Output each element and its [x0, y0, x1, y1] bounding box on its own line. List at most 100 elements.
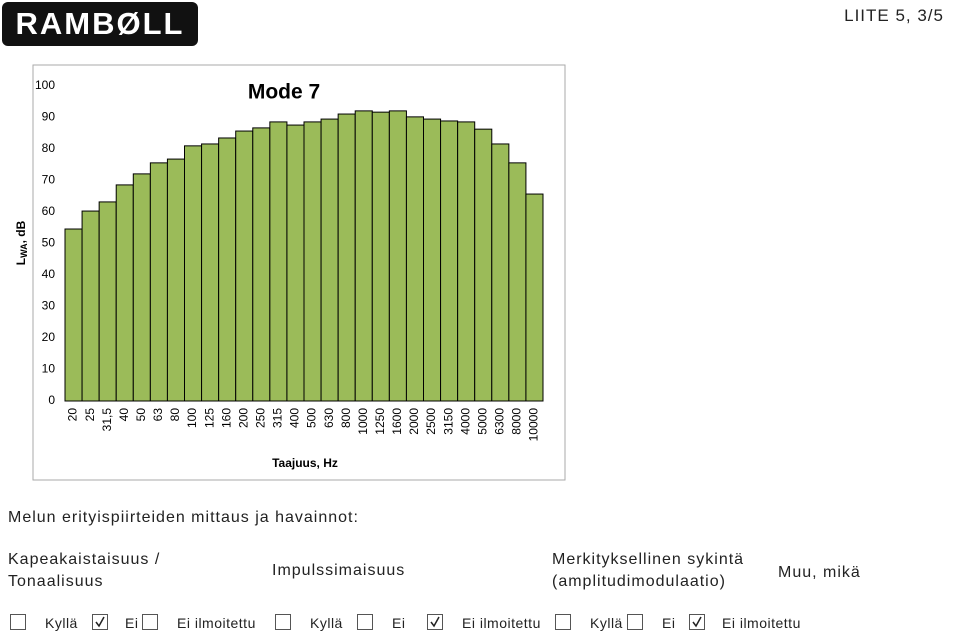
- checkbox[interactable]: [275, 614, 291, 630]
- bar: [201, 143, 220, 402]
- bar: [115, 184, 134, 402]
- x-tick-label: 630: [322, 408, 336, 428]
- bar: [64, 228, 83, 402]
- option-label: Ei: [392, 615, 406, 631]
- x-tick-label: 1250: [373, 408, 387, 435]
- column-heading: Kapeakaistaisuus /: [8, 551, 161, 568]
- bar: [525, 193, 544, 402]
- option-label: Ei ilmoitettu: [462, 615, 541, 631]
- bar: [474, 128, 493, 402]
- option-label: Ei: [662, 615, 676, 631]
- x-tick-label: 50: [134, 408, 148, 422]
- x-tick-label: 63: [151, 408, 165, 422]
- bar: [81, 210, 100, 402]
- x-tick-label: 5000: [475, 408, 489, 435]
- bar: [371, 111, 390, 402]
- chart-title: Mode 7: [248, 81, 320, 104]
- y-tick-label: 30: [42, 299, 56, 313]
- bar: [252, 127, 271, 402]
- x-tick-label: 2500: [424, 408, 438, 435]
- checkmark: [692, 616, 702, 628]
- y-label-sub: WA: [19, 243, 29, 258]
- x-tick-label: 100: [185, 408, 199, 428]
- x-tick-label: 8000: [510, 408, 524, 435]
- x-tick-label: 250: [253, 408, 267, 428]
- option-label: Kyllä: [310, 615, 343, 631]
- bar: [269, 121, 288, 402]
- x-tick-label: 3150: [441, 408, 455, 435]
- bar: [166, 158, 186, 402]
- bar: [320, 118, 339, 402]
- logo: RAMBØLL: [2, 2, 198, 46]
- checkbox[interactable]: [627, 614, 643, 630]
- y-tick-label: 50: [42, 236, 56, 250]
- bar: [184, 145, 203, 402]
- bar: [491, 143, 510, 402]
- bar: [508, 162, 527, 402]
- checkbox[interactable]: [142, 614, 158, 630]
- bar: [132, 173, 151, 402]
- x-tick-label: 4000: [458, 408, 472, 435]
- y-tick-label: 0: [48, 393, 55, 407]
- bar: [388, 110, 407, 402]
- checkbox[interactable]: [555, 614, 571, 630]
- checkmark: [430, 616, 440, 628]
- bar: [354, 110, 373, 402]
- x-tick-label: 1600: [390, 408, 404, 435]
- x-tick-label: 800: [339, 408, 353, 428]
- y-tick-label: 10: [42, 362, 56, 376]
- x-tick-label: 31,5: [100, 408, 114, 432]
- checkbox[interactable]: [10, 614, 26, 630]
- bar: [337, 113, 356, 402]
- bar: [423, 118, 442, 402]
- option-label: Kyllä: [45, 615, 78, 631]
- x-tick-label: 40: [117, 408, 131, 422]
- x-tick-label: 10000: [527, 408, 541, 442]
- y-tick-label: 100: [35, 78, 55, 92]
- page-label: LIITE 5, 3/5: [844, 6, 944, 25]
- y-label-rest: , dB: [14, 220, 28, 243]
- bar: [457, 121, 476, 402]
- bar: [286, 124, 305, 402]
- chart: Mode 7 Taajuus, Hz LWA, dB 0102030405060…: [14, 64, 566, 481]
- option-label: Ei ilmoitettu: [722, 615, 801, 631]
- checkbox[interactable]: [357, 614, 373, 630]
- checkbox[interactable]: [689, 614, 705, 630]
- y-label-main: L: [14, 258, 28, 265]
- y-tick-label: 20: [42, 330, 56, 344]
- x-tick-label: 1000: [356, 408, 370, 435]
- x-tick-label: 6300: [492, 408, 506, 435]
- column-heading: Tonaalisuus: [8, 573, 104, 590]
- x-tick-label: 500: [305, 408, 319, 428]
- x-tick-label: 25: [83, 408, 97, 422]
- x-tick-label: 200: [236, 408, 250, 428]
- option-label: Ei ilmoitettu: [177, 615, 256, 631]
- x-tick-label: 160: [219, 408, 233, 428]
- bar: [235, 130, 254, 402]
- bar: [98, 201, 117, 402]
- x-tick-label: 400: [288, 408, 302, 428]
- column-heading: (amplitudimodulaatio): [552, 573, 726, 590]
- checkbox[interactable]: [92, 614, 108, 630]
- y-axis-label: LWA, dB: [14, 220, 29, 265]
- option-label: Ei: [125, 615, 139, 631]
- x-tick-label: 315: [271, 408, 285, 428]
- y-tick-label: 90: [42, 110, 56, 124]
- x-tick-label: 80: [168, 408, 182, 422]
- x-tick-label: 20: [66, 408, 80, 422]
- bar: [218, 137, 237, 402]
- bar: [303, 121, 322, 402]
- y-tick-label: 70: [42, 173, 56, 187]
- column-heading: Muu, mikä: [778, 564, 861, 581]
- column-heading: Merkityksellinen sykintä: [552, 551, 745, 568]
- x-axis-label: Taajuus, Hz: [272, 456, 338, 470]
- checkbox[interactable]: [427, 614, 443, 630]
- x-tick-label: 2000: [407, 408, 421, 435]
- bar: [405, 116, 424, 402]
- form-title: Melun erityispiirteiden mittaus ja havai…: [8, 509, 359, 526]
- bar: [440, 120, 459, 402]
- y-tick-label: 80: [42, 141, 56, 155]
- bar: [149, 162, 168, 402]
- checkmark: [95, 616, 105, 628]
